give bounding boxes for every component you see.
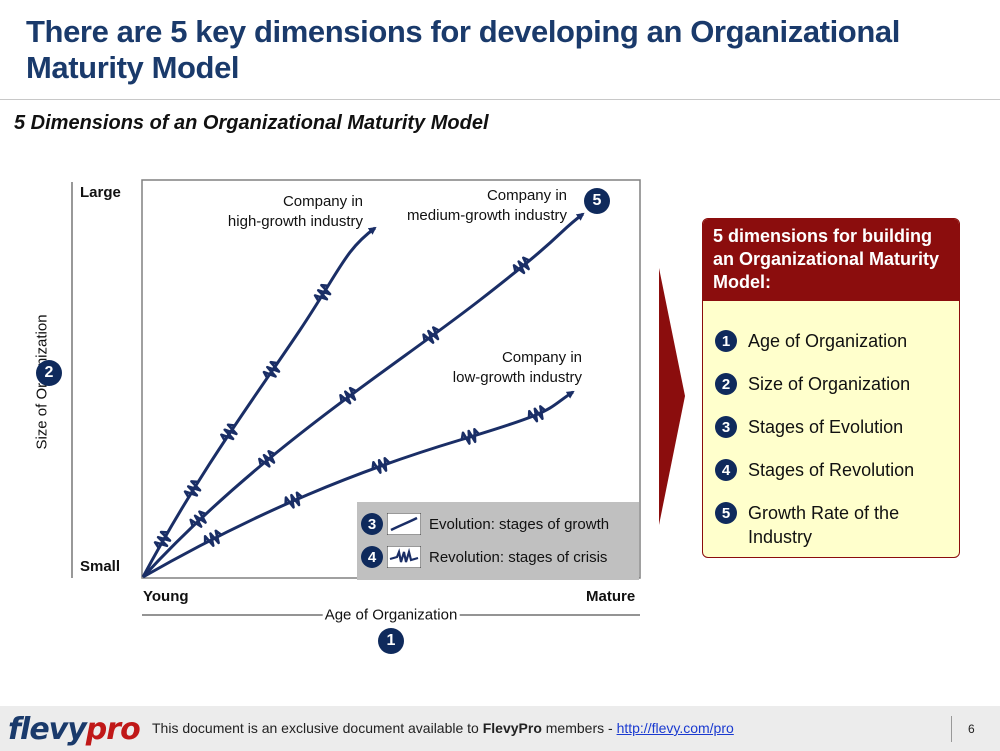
revolution-zigzag-mark (183, 480, 202, 498)
panel-badge-5: 5 (715, 502, 737, 524)
revolution-zigzag-mark (258, 450, 276, 468)
revolution-zigzag-mark (339, 386, 357, 405)
revolution-zigzag-mark (422, 326, 440, 344)
panel-item-5: 5 Growth Rate of the Industry (715, 501, 928, 549)
revolution-zigzag-mark (512, 256, 531, 275)
y-axis-badge: 2 (36, 360, 62, 386)
panel-item-text: Stages of Revolution (748, 460, 915, 480)
dimensions-panel: 5 dimensions for building an Organizatio… (702, 218, 960, 558)
panel-item-2: 2 Size of Organization (715, 372, 910, 396)
revolution-zigzag-mark (527, 405, 547, 423)
revolution-zigzag-mark (371, 456, 391, 474)
low-growth-label: Company in low-growth industry (452, 349, 582, 386)
page-title: There are 5 key dimensions for developin… (26, 14, 900, 85)
footer-note: This document is an exclusive document a… (152, 720, 734, 736)
revolution-zigzag-mark (153, 530, 172, 549)
panel-badge-3: 3 (715, 416, 737, 438)
high-growth-label: Company in high-growth industry (227, 193, 363, 230)
medium-growth-badge: 5 (584, 188, 610, 214)
transition-arrow (659, 268, 685, 525)
legend-badge-4: 4 (361, 546, 383, 568)
section-subtitle: 5 Dimensions of an Organizational Maturi… (14, 112, 489, 134)
flevypro-logo: flevypro (8, 712, 141, 747)
panel-item-text: Age of Organization (748, 331, 908, 351)
panel-badge-2: 2 (715, 373, 737, 395)
x-axis-right-label: Mature (586, 588, 636, 605)
x-axis-left-label: Young (143, 588, 189, 605)
revolution-zigzag-mark (203, 529, 222, 547)
panel-item-1: 1 Age of Organization (715, 329, 907, 353)
legend-revolution-text: Revolution: stages of crisis (429, 548, 608, 566)
panel-heading: 5 dimensions for building an Organizatio… (703, 219, 959, 301)
panel-badge-1: 1 (715, 330, 737, 352)
legend-revolution: 4 Revolution: stages of crisis (357, 543, 607, 571)
panel-badge-4: 4 (715, 459, 737, 481)
footer-bar: flevypro This document is an exclusive d… (0, 706, 1000, 751)
footer-divider (951, 716, 952, 742)
legend-badge-3: 3 (361, 513, 383, 535)
revolution-zigzag-mark (460, 428, 481, 445)
legend-evolution: 3 Evolution: stages of growth (357, 510, 609, 538)
panel-item-3: 3 Stages of Evolution (715, 415, 903, 439)
zigzag-line-icon (387, 546, 421, 568)
y-axis-bottom-label: Small (80, 558, 121, 575)
legend-evolution-text: Evolution: stages of growth (429, 515, 610, 533)
medium-growth-label: Company in medium-growth industry (406, 187, 567, 224)
x-axis-badge: 1 (378, 628, 404, 654)
revolution-zigzag-mark (313, 283, 332, 302)
y-axis-top-label: Large (80, 184, 121, 201)
smooth-line-icon (387, 513, 421, 535)
low-growth-curve (142, 390, 575, 579)
page-number: 6 (968, 722, 975, 736)
high-growth-curve (141, 226, 377, 578)
revolution-zigzag-mark (284, 491, 303, 509)
revolution-zigzags (153, 256, 547, 549)
revolution-zigzag-mark (262, 360, 281, 379)
panel-item-4: 4 Stages of Revolution (715, 458, 914, 482)
panel-item-text: Stages of Evolution (748, 417, 904, 437)
revolution-zigzag-mark (220, 423, 238, 442)
x-axis-title: Age of Organization (322, 606, 460, 624)
legend-box: 3 Evolution: stages of growth 4 Revoluti… (357, 502, 639, 580)
panel-item-text: Growth Rate of the Industry (748, 503, 900, 547)
flevypro-link[interactable]: http://flevy.com/pro (616, 720, 734, 736)
revolution-zigzag-mark (189, 510, 207, 528)
panel-item-text: Size of Organization (748, 374, 911, 394)
title-divider (0, 99, 1000, 100)
